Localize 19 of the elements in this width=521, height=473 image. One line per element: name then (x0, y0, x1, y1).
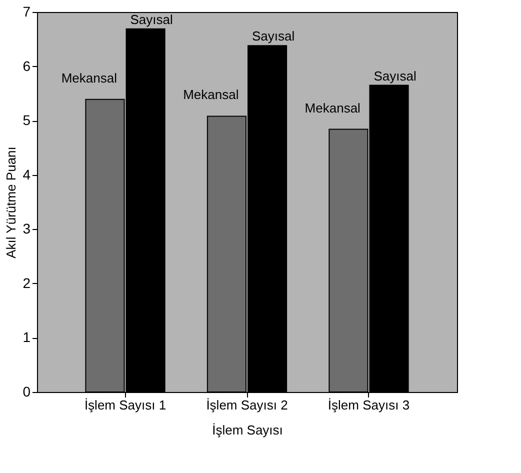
series-label: Mekansal (61, 70, 118, 86)
x-axis-title: İşlem Sayısı (212, 422, 283, 438)
text: Sayısal (252, 28, 295, 44)
x-tick-label: İşlem Sayısı 3 (328, 398, 410, 412)
text: Mekansal (183, 87, 239, 102)
y-tick-label: 2 (22, 274, 31, 291)
y-tick-label: 4 (22, 166, 31, 182)
x-tick-label: İşlem Sayısı 2 (206, 398, 288, 412)
x-tick-label: İşlem Sayısı 1 (84, 398, 166, 412)
text: Mekansal (304, 100, 360, 116)
y-axis-title: Akıl Yürütme Puanı (4, 146, 19, 258)
y-tick-label: 0 (22, 384, 31, 400)
y-tick-label: 1 (22, 329, 31, 346)
y-tick-label: 6 (22, 58, 31, 74)
y-tick-label: 5 (22, 112, 31, 128)
series-label: Sayısal (130, 12, 173, 27)
y-tick-label: 7 (22, 4, 31, 20)
y-tick-label: 3 (22, 220, 31, 237)
text: Sayısal (374, 68, 416, 84)
